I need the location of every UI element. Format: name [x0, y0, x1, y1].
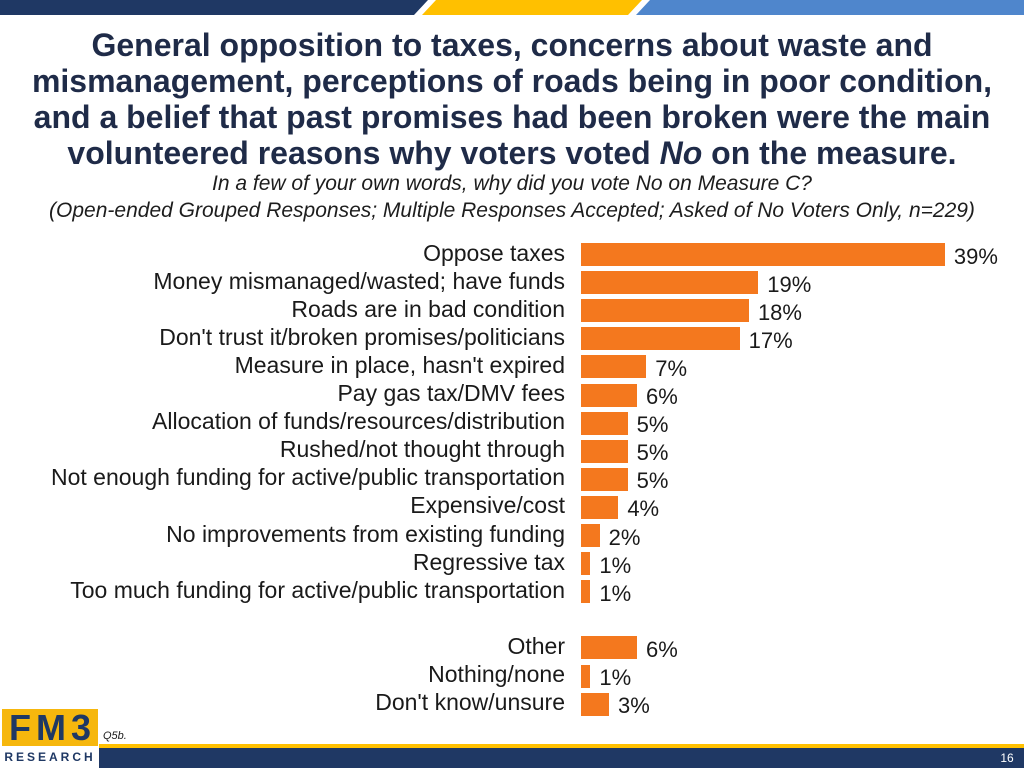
bar: [581, 692, 609, 716]
category-label: Don't know/unsure: [375, 689, 565, 716]
value-label: 5%: [636, 440, 669, 466]
accent-yellow-band: [422, 0, 642, 15]
question-id: Q5b.: [103, 730, 127, 742]
value-label: 39%: [953, 243, 998, 269]
bar: [581, 636, 637, 660]
bar: [581, 383, 637, 407]
category-label: Money mismanaged/wasted; have funds: [153, 267, 565, 294]
category-label: Allocation of funds/resources/distributi…: [152, 408, 565, 435]
category-label: Nothing/none: [428, 661, 565, 687]
title-text: General opposition to taxes, concerns ab…: [31, 27, 993, 171]
category-label: Oppose taxes: [423, 239, 565, 266]
category-label: Rushed/not thought through: [279, 436, 565, 463]
value-label: 6%: [645, 636, 678, 662]
bar: [581, 524, 600, 547]
logo-tagline: RESEARCH: [4, 750, 96, 764]
footer-bar: [99, 748, 1024, 768]
bar: [581, 411, 628, 435]
bar: [581, 664, 591, 688]
category-label: Pay gas tax/DMV fees: [337, 380, 565, 406]
bar: [581, 580, 591, 604]
value-label: 2%: [608, 524, 641, 550]
category-label: Not enough funding for active/public tra…: [51, 464, 565, 491]
bar: [581, 327, 740, 351]
accent-blue-band: [636, 0, 1024, 15]
value-label: 3%: [617, 693, 650, 719]
category-label: Too much funding for active/public trans…: [70, 576, 565, 603]
value-label: 1%: [599, 552, 632, 578]
top-accent-bar: [0, 0, 1024, 15]
value-label: 6%: [645, 384, 678, 409]
value-label: 5%: [636, 412, 669, 438]
page-number: 16: [1000, 751, 1014, 765]
bar: [581, 299, 749, 323]
value-label: 19%: [767, 271, 812, 297]
question-note: (Open-ended Grouped Responses; Multiple …: [49, 199, 975, 222]
value-label: 1%: [599, 580, 632, 606]
category-label: Don't trust it/broken promises/politicia…: [159, 323, 565, 350]
bar: [581, 355, 647, 379]
value-label: 7%: [655, 355, 688, 381]
bar: [581, 467, 628, 491]
category-label: Other: [507, 632, 565, 659]
bar: [581, 271, 759, 295]
bar: [581, 439, 628, 463]
bar: [581, 243, 945, 266]
value-label: 17%: [748, 327, 793, 353]
title-emphasis: No: [659, 135, 703, 171]
footer-accent-stripe: [99, 744, 1024, 748]
bar: [581, 552, 591, 576]
title-text-end: on the measure.: [702, 135, 957, 171]
category-label: No improvements from existing funding: [166, 520, 565, 547]
category-label: Regressive tax: [412, 548, 565, 575]
category-label: Roads are in bad condition: [291, 295, 565, 322]
value-label: 1%: [599, 665, 632, 690]
category-label: Expensive/cost: [410, 492, 565, 519]
survey-question: In a few of your own words, why did you …: [212, 172, 812, 195]
value-label: 5%: [636, 468, 669, 494]
slide-title: General opposition to taxes, concerns ab…: [17, 27, 1007, 171]
value-label: 18%: [757, 299, 802, 325]
fm3-research-logo: FM3 RESEARCH: [2, 709, 98, 767]
category-label: Measure in place, hasn't expired: [234, 351, 565, 378]
bar: [581, 495, 619, 519]
value-label: 4%: [627, 496, 660, 522]
logo-wordmark: FM3: [2, 709, 98, 746]
accent-navy-band: [0, 0, 428, 15]
